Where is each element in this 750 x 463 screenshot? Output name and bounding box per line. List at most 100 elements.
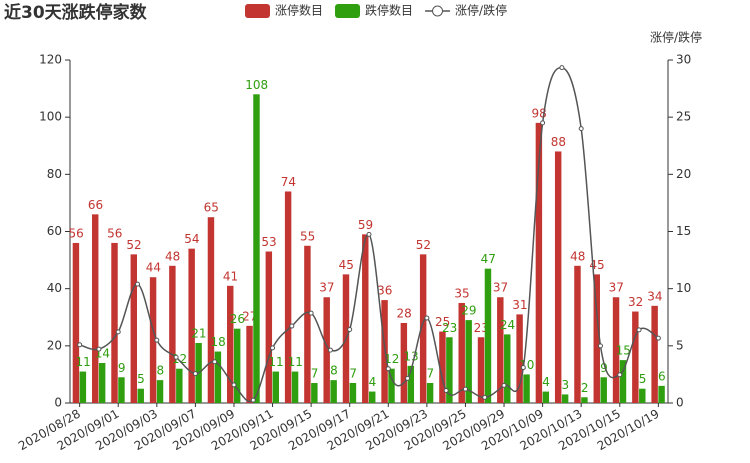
data-label: 12 xyxy=(172,352,187,366)
line-point xyxy=(173,354,179,360)
data-label: 25 xyxy=(435,315,450,329)
bar xyxy=(246,325,253,403)
data-label: 11 xyxy=(288,355,303,369)
bar xyxy=(291,371,299,403)
data-label: 31 xyxy=(512,298,527,312)
line-point xyxy=(96,346,102,352)
data-label: 56 xyxy=(107,226,122,240)
data-label: 9 xyxy=(600,361,608,375)
bar xyxy=(446,337,453,403)
bar xyxy=(176,368,183,403)
bar xyxy=(304,245,311,403)
line-point xyxy=(655,335,661,341)
line-point xyxy=(540,120,546,126)
line-point xyxy=(482,394,488,400)
line-point xyxy=(327,347,333,353)
line-point xyxy=(347,326,353,332)
data-label: 2 xyxy=(581,381,589,395)
y2-tick-label: 10 xyxy=(676,281,691,295)
bar xyxy=(426,382,434,403)
line-point xyxy=(443,388,449,394)
bar xyxy=(188,248,195,403)
bar xyxy=(581,397,588,403)
y-tick-label: 60 xyxy=(47,224,62,238)
data-label: 74 xyxy=(281,175,296,189)
line-point xyxy=(135,281,141,287)
legend-label: 涨停/跌停 xyxy=(455,3,507,18)
data-label: 7 xyxy=(349,366,357,380)
chart-title: 近30天涨跌停家数 xyxy=(4,2,148,23)
line-point xyxy=(366,231,372,237)
y2-tick-label: 25 xyxy=(676,110,691,124)
bar xyxy=(651,305,658,403)
data-label: 88 xyxy=(551,135,566,149)
line-point xyxy=(212,359,218,365)
data-label: 52 xyxy=(416,238,431,252)
bar xyxy=(265,251,273,403)
bar xyxy=(369,391,376,403)
line-point xyxy=(597,343,603,349)
line-point xyxy=(308,310,314,316)
y-tick-label: 80 xyxy=(47,167,62,181)
line-point xyxy=(520,365,526,371)
bar xyxy=(477,337,485,403)
legend-label: 跌停数目 xyxy=(365,3,413,18)
bar xyxy=(118,377,125,403)
y-tick-label: 0 xyxy=(54,396,62,410)
bar xyxy=(632,311,639,403)
bar xyxy=(612,297,620,403)
y2-tick-label: 15 xyxy=(676,224,691,238)
legend-swatch xyxy=(432,5,444,17)
y2-tick-label: 20 xyxy=(676,167,691,181)
line-point xyxy=(115,329,121,335)
bar xyxy=(619,360,627,403)
data-label: 52 xyxy=(126,238,141,252)
y2-tick-label: 0 xyxy=(676,396,684,410)
line-point xyxy=(270,345,276,351)
y2-tick-label: 5 xyxy=(676,338,684,352)
data-label: 45 xyxy=(339,258,354,272)
bar xyxy=(169,265,176,403)
line xyxy=(79,66,659,403)
y-tick-label: 20 xyxy=(47,338,62,352)
bar xyxy=(535,122,543,403)
bar xyxy=(311,382,318,403)
bar xyxy=(284,191,292,403)
data-label: 28 xyxy=(396,306,411,320)
line-point xyxy=(501,382,507,388)
y2-tick-label: 30 xyxy=(676,53,691,67)
data-label: 36 xyxy=(377,284,392,298)
y-tick-label: 40 xyxy=(47,281,62,295)
bar xyxy=(574,265,581,403)
bar xyxy=(362,234,369,403)
line-point xyxy=(462,386,468,392)
bar xyxy=(214,351,222,403)
data-label: 24 xyxy=(500,318,515,332)
bar xyxy=(272,371,279,403)
y2-axis-label: 涨停/跌停 xyxy=(650,30,702,45)
data-label: 56 xyxy=(69,226,84,240)
bar xyxy=(516,314,523,403)
data-label: 54 xyxy=(184,232,199,246)
bar xyxy=(542,391,550,403)
data-label: 12 xyxy=(384,352,399,366)
data-label: 41 xyxy=(223,269,238,283)
line-point xyxy=(289,323,295,329)
bar xyxy=(253,94,260,404)
bar xyxy=(388,368,395,403)
bar xyxy=(639,388,646,403)
y-tick-label: 120 xyxy=(39,53,62,67)
line-point xyxy=(385,366,391,372)
bar xyxy=(79,371,87,403)
bar xyxy=(465,320,472,403)
data-label: 7 xyxy=(427,366,435,380)
data-label: 8 xyxy=(156,364,164,378)
bar xyxy=(330,380,337,403)
bar xyxy=(227,285,234,403)
bar xyxy=(98,362,106,403)
line-point xyxy=(578,126,584,132)
bar xyxy=(497,297,504,403)
bar xyxy=(561,394,569,403)
data-label: 29 xyxy=(461,304,476,318)
